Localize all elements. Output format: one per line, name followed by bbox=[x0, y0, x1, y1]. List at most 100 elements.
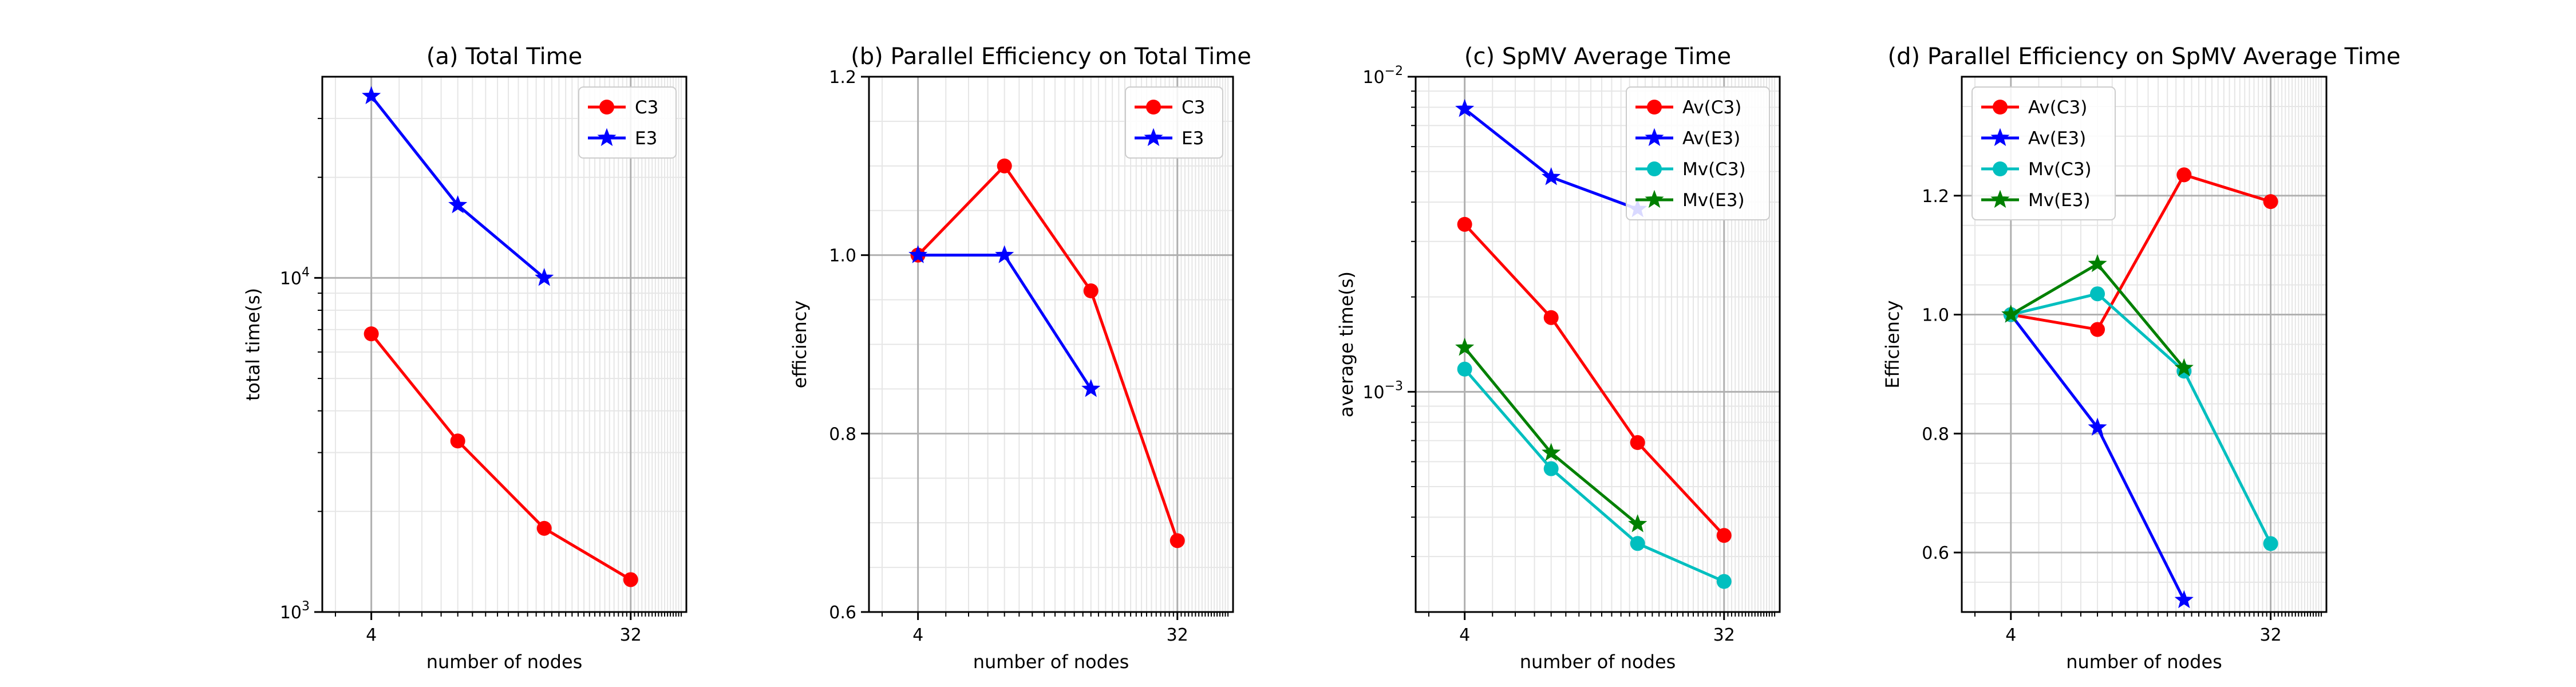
legend-label: Av(E3) bbox=[1682, 128, 1740, 149]
y-tick-label: 1.2 bbox=[1922, 187, 1949, 207]
x-tick-label: 4 bbox=[1459, 625, 1470, 645]
series-line bbox=[2010, 173, 2271, 331]
data-point bbox=[1628, 514, 1647, 532]
legend-marker bbox=[1990, 128, 2010, 147]
x-axis-label: number of nodes bbox=[2066, 651, 2222, 673]
legend-label: Av(E3) bbox=[2028, 128, 2086, 149]
x-tick-label: 32 bbox=[1167, 625, 1188, 645]
legend-label: Mv(E3) bbox=[2028, 190, 2091, 211]
data-point bbox=[2176, 167, 2192, 183]
legend-item: Av(C3) bbox=[1981, 97, 2087, 118]
x-axis-label: number of nodes bbox=[1520, 651, 1676, 673]
legend-label: C3 bbox=[635, 97, 658, 118]
data-point bbox=[1630, 435, 1645, 451]
data-point bbox=[1543, 310, 1559, 325]
legend-item: Av(E3) bbox=[1981, 128, 2086, 149]
legend: Av(C3) Av(E3) Mv(C3) Mv(E3) bbox=[1971, 86, 2116, 220]
legend-box bbox=[1971, 86, 2116, 220]
y-tick-label: 0.8 bbox=[1922, 424, 1949, 444]
data-point bbox=[997, 158, 1012, 173]
data-point bbox=[1716, 528, 1732, 543]
legend-item: Av(C3) bbox=[1635, 97, 1741, 118]
y-tick-label: 1.0 bbox=[829, 246, 856, 266]
data-point bbox=[535, 267, 554, 286]
legend-marker bbox=[1993, 161, 2008, 176]
series-Mv(E3) bbox=[1455, 337, 1647, 532]
legend-item: C3 bbox=[1135, 97, 1205, 118]
legend-marker bbox=[1144, 128, 1163, 147]
series-E3 bbox=[908, 245, 1101, 397]
minor-grid bbox=[322, 77, 686, 612]
axes-frame bbox=[321, 76, 688, 613]
legend-box bbox=[1626, 86, 1770, 220]
data-point bbox=[908, 245, 928, 263]
data-point bbox=[448, 195, 468, 214]
minor-grid bbox=[1962, 77, 2326, 612]
legend-marker bbox=[1645, 128, 1664, 147]
legend-label: Av(C3) bbox=[1682, 97, 1741, 118]
data-point bbox=[2088, 254, 2107, 273]
y-tick-base: 0.8 bbox=[829, 424, 856, 444]
x-axis-label: number of nodes bbox=[973, 651, 1129, 673]
legend-label: Av(C3) bbox=[2028, 97, 2087, 118]
data-point bbox=[623, 572, 638, 587]
data-point bbox=[2088, 417, 2107, 436]
chart-title: (b) Parallel Efficiency on Total Time bbox=[851, 44, 1251, 70]
series-Mv(C3) bbox=[1457, 361, 1732, 589]
chart-panel-2: 4 32 0.6 0.8 1.0 1.2(b) Parallel Efficiency o… bbox=[789, 44, 1251, 673]
legend-box bbox=[1125, 86, 1223, 159]
y-axis-label: efficiency bbox=[789, 301, 811, 389]
legend-marker bbox=[1647, 100, 1662, 114]
legend-label: E3 bbox=[635, 128, 657, 149]
legend-label: Mv(C3) bbox=[2028, 159, 2092, 180]
y-tick-base: 1.2 bbox=[829, 68, 856, 88]
y-axis-label: average time(s) bbox=[1336, 271, 1357, 417]
y-tick-base: 0.6 bbox=[1922, 543, 1949, 563]
series-C3 bbox=[910, 158, 1185, 548]
minor-grid bbox=[869, 77, 1233, 612]
y-tick-base: 1.0 bbox=[1922, 306, 1949, 326]
data-point bbox=[1170, 533, 1185, 548]
y-axis-label: total time(s) bbox=[242, 288, 264, 401]
chart-panel-4: 4 32 0.6 0.8 1.0 1.2 (d) Parallel Efficiency o… bbox=[1882, 44, 2400, 673]
y-tick-base: 10 bbox=[1362, 68, 1384, 88]
data-point bbox=[1542, 167, 1561, 185]
x-tick-label: 4 bbox=[2005, 625, 2016, 645]
y-tick-base: 10 bbox=[280, 269, 302, 289]
legend-label: Mv(C3) bbox=[1682, 159, 1746, 180]
y-tick-label: 103 bbox=[280, 599, 310, 623]
data-point bbox=[1630, 536, 1645, 551]
legend-marker bbox=[1993, 100, 2008, 114]
y-tick-base: 0.6 bbox=[829, 603, 856, 623]
y-tick-label: 10−3 bbox=[1362, 379, 1403, 402]
legend-marker bbox=[1647, 161, 1662, 176]
legend-item: E3 bbox=[1135, 128, 1204, 149]
data-point bbox=[2090, 286, 2105, 302]
y-tick-base: 0.8 bbox=[1922, 424, 1949, 444]
data-point bbox=[450, 433, 465, 449]
y-tick-label: 104 bbox=[280, 265, 310, 289]
x-tick-label: 32 bbox=[1713, 625, 1735, 645]
series-E3 bbox=[362, 86, 554, 286]
y-tick-base: 10 bbox=[1362, 382, 1384, 402]
series-line bbox=[916, 164, 1179, 542]
series-C3 bbox=[364, 326, 638, 587]
data-point bbox=[2263, 536, 2278, 551]
legend-marker bbox=[599, 100, 614, 114]
legend-item: Mv(C3) bbox=[1981, 159, 2092, 180]
legend-item: E3 bbox=[588, 128, 657, 149]
y-tick-label: 0.6 bbox=[829, 603, 856, 623]
y-axis-label: Efficiency bbox=[1882, 300, 1903, 388]
legend-label: Mv(E3) bbox=[1682, 190, 1745, 211]
x-tick-label: 32 bbox=[2260, 625, 2282, 645]
data-point bbox=[1081, 378, 1101, 397]
legend-label: C3 bbox=[1182, 97, 1205, 118]
chart-title: (a) Total Time bbox=[426, 44, 582, 70]
series-line bbox=[370, 333, 632, 581]
y-tick-base: 1.0 bbox=[829, 246, 856, 266]
legend-label: E3 bbox=[1182, 128, 1204, 149]
legend-item: Av(E3) bbox=[1635, 128, 1740, 149]
